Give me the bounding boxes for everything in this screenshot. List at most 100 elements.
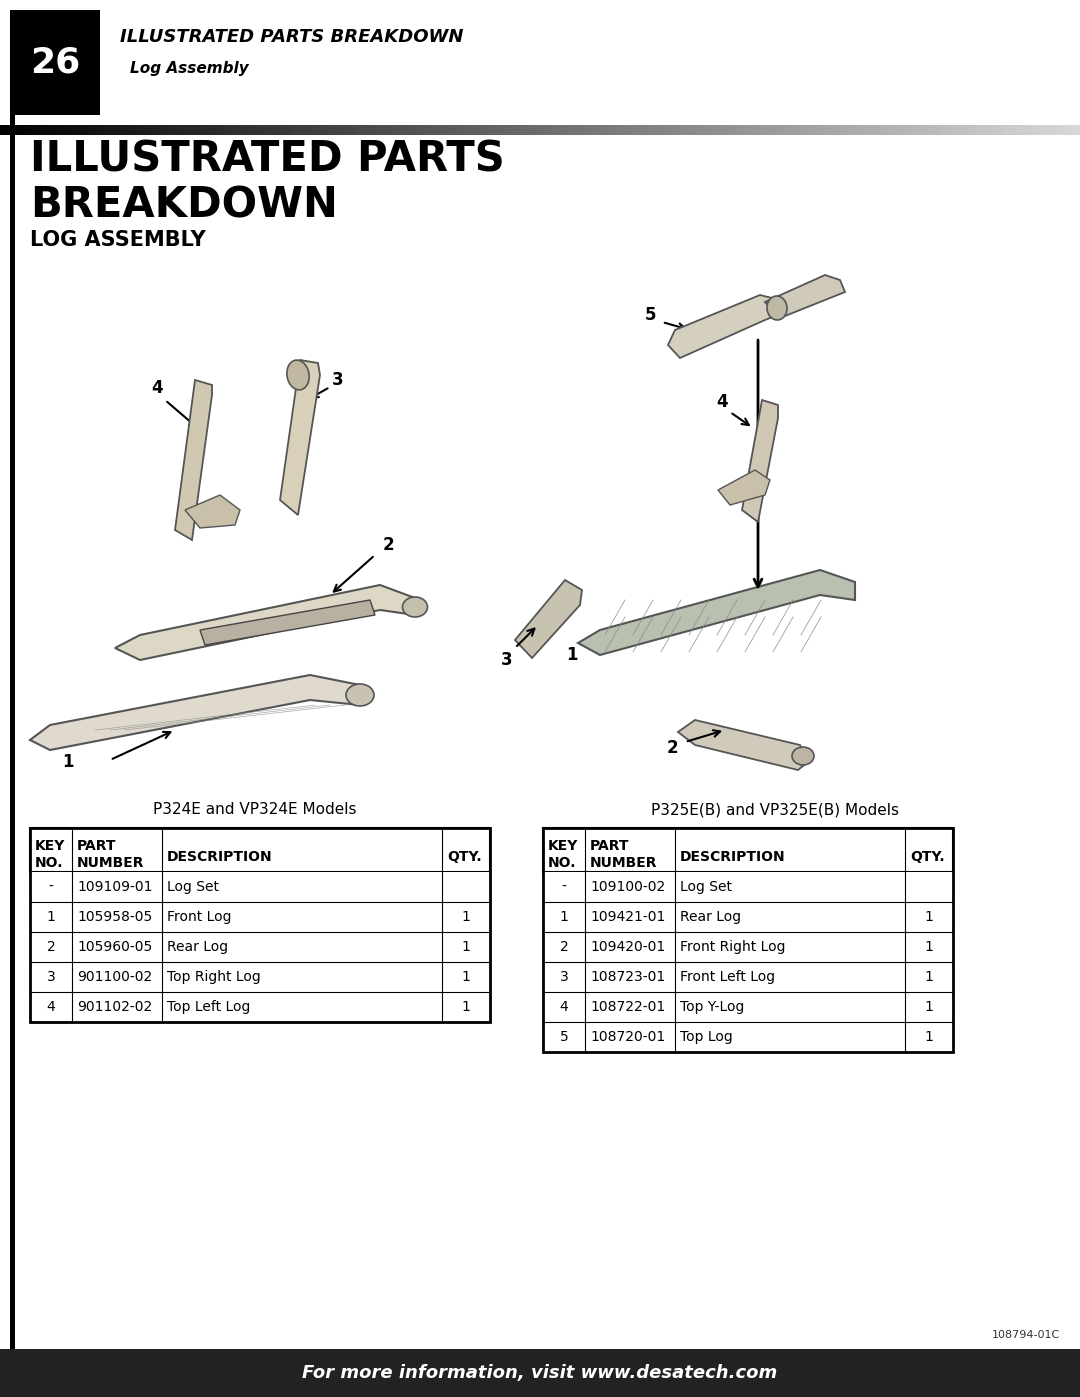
Bar bbox=[1048, 124, 1053, 136]
Bar bbox=[545, 124, 551, 136]
Bar bbox=[470, 124, 475, 136]
Bar bbox=[259, 124, 265, 136]
Bar bbox=[0, 1350, 1080, 1397]
Bar bbox=[799, 124, 805, 136]
Bar bbox=[664, 124, 670, 136]
Text: 4: 4 bbox=[559, 1000, 568, 1014]
Bar bbox=[875, 124, 880, 136]
Bar bbox=[194, 124, 200, 136]
Text: For more information, visit www.desatech.com: For more information, visit www.desatech… bbox=[302, 1363, 778, 1382]
Text: Top Right Log: Top Right Log bbox=[167, 970, 260, 983]
Text: KEY: KEY bbox=[548, 838, 579, 852]
Bar bbox=[30, 902, 490, 932]
Text: 105958-05: 105958-05 bbox=[77, 909, 152, 923]
Bar bbox=[783, 124, 788, 136]
Bar bbox=[49, 124, 54, 136]
Text: Front Log: Front Log bbox=[167, 909, 231, 923]
Bar bbox=[205, 124, 211, 136]
Polygon shape bbox=[578, 570, 855, 655]
Bar bbox=[189, 124, 194, 136]
Bar bbox=[648, 124, 653, 136]
Text: 1: 1 bbox=[461, 909, 471, 923]
Bar bbox=[810, 124, 815, 136]
Text: 108794-01C: 108794-01C bbox=[991, 1330, 1059, 1340]
Bar bbox=[788, 124, 794, 136]
Bar bbox=[929, 124, 934, 136]
Bar bbox=[767, 124, 772, 136]
Bar bbox=[891, 124, 896, 136]
Bar bbox=[383, 124, 389, 136]
Bar bbox=[459, 124, 464, 136]
Bar bbox=[680, 124, 686, 136]
Text: 1: 1 bbox=[924, 1000, 933, 1014]
Bar bbox=[103, 124, 108, 136]
Bar bbox=[543, 963, 953, 992]
Bar bbox=[913, 124, 918, 136]
Ellipse shape bbox=[403, 597, 428, 617]
Bar bbox=[324, 124, 329, 136]
Bar bbox=[583, 124, 589, 136]
Bar bbox=[610, 124, 616, 136]
Polygon shape bbox=[515, 580, 582, 658]
Bar bbox=[923, 124, 929, 136]
Polygon shape bbox=[30, 675, 360, 750]
Polygon shape bbox=[678, 719, 808, 770]
Bar bbox=[135, 124, 140, 136]
Bar bbox=[416, 124, 421, 136]
Text: NO.: NO. bbox=[548, 856, 577, 870]
Polygon shape bbox=[280, 360, 320, 515]
Bar bbox=[977, 124, 983, 136]
Bar bbox=[475, 124, 481, 136]
Bar bbox=[751, 124, 756, 136]
Text: Top Y-Log: Top Y-Log bbox=[680, 1000, 744, 1014]
Bar bbox=[562, 124, 567, 136]
Text: 1: 1 bbox=[559, 909, 568, 923]
Bar bbox=[869, 124, 875, 136]
Polygon shape bbox=[175, 380, 212, 541]
Bar bbox=[864, 124, 869, 136]
Text: 3: 3 bbox=[46, 970, 55, 983]
Bar bbox=[543, 932, 953, 963]
Bar bbox=[756, 124, 761, 136]
Bar bbox=[108, 124, 113, 136]
Text: 1: 1 bbox=[924, 1030, 933, 1044]
Bar bbox=[1004, 124, 1010, 136]
Bar bbox=[238, 124, 243, 136]
Text: 2: 2 bbox=[382, 536, 394, 555]
Bar bbox=[405, 124, 410, 136]
Text: KEY: KEY bbox=[35, 838, 66, 852]
Bar bbox=[70, 124, 76, 136]
Bar bbox=[643, 124, 648, 136]
Bar bbox=[432, 124, 437, 136]
Bar bbox=[513, 124, 518, 136]
Bar bbox=[950, 124, 956, 136]
Bar bbox=[265, 124, 270, 136]
Bar bbox=[65, 124, 70, 136]
Bar bbox=[0, 124, 5, 136]
Bar bbox=[842, 124, 848, 136]
Bar bbox=[22, 124, 27, 136]
Text: Log Assembly: Log Assembly bbox=[130, 60, 248, 75]
Bar bbox=[297, 124, 302, 136]
Text: Rear Log: Rear Log bbox=[680, 909, 741, 923]
Bar bbox=[543, 828, 953, 872]
Bar bbox=[675, 124, 680, 136]
Bar bbox=[794, 124, 799, 136]
Text: 2: 2 bbox=[46, 940, 55, 954]
Bar bbox=[697, 124, 702, 136]
Bar bbox=[535, 124, 540, 136]
Text: 1: 1 bbox=[461, 970, 471, 983]
Bar bbox=[221, 124, 227, 136]
Text: Front Left Log: Front Left Log bbox=[680, 970, 775, 983]
Bar bbox=[11, 124, 16, 136]
Bar bbox=[551, 124, 556, 136]
Bar bbox=[567, 124, 572, 136]
Polygon shape bbox=[765, 275, 845, 319]
Bar bbox=[837, 124, 842, 136]
Text: 109100-02: 109100-02 bbox=[590, 880, 665, 894]
Bar bbox=[151, 124, 157, 136]
Text: 1: 1 bbox=[924, 970, 933, 983]
Bar bbox=[346, 124, 351, 136]
Polygon shape bbox=[185, 495, 240, 528]
Text: 901100-02: 901100-02 bbox=[77, 970, 152, 983]
